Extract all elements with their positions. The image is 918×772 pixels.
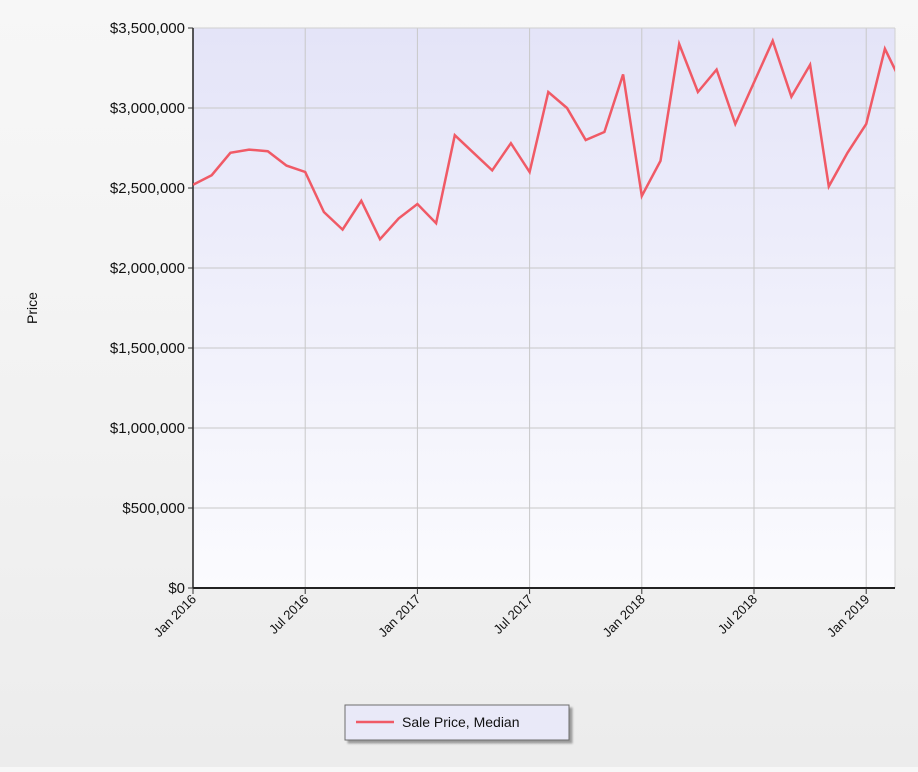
- axes: [192, 27, 896, 589]
- y-tick-label: $500,000: [122, 500, 185, 517]
- legend-label: Sale Price, Median: [402, 714, 520, 730]
- y-tick-label: $2,500,000: [110, 180, 185, 197]
- legend: Sale Price, Median: [344, 704, 570, 741]
- x-tick-label: Jan 2018: [599, 592, 647, 640]
- y-tick-label: $3,500,000: [110, 20, 185, 37]
- y-tick-label: $1,500,000: [110, 340, 185, 357]
- plot-area: [193, 28, 895, 588]
- y-axis-title: Price: [24, 292, 40, 324]
- x-tick-label: Jul 2017: [490, 592, 535, 637]
- series-line-0: [193, 37, 895, 242]
- x-axis-ticks: Jan 2016 Jul 2016 Jan 2017 Jul 2017 Jan 2018…: [151, 588, 872, 640]
- series-lines: [193, 37, 895, 242]
- x-tick-label: Jan 2016: [151, 592, 199, 640]
- y-tick-label: $1,000,000: [110, 420, 185, 437]
- y-axis-ticks: $0 $500,000 $1,000,000 $1,500,000 $2,000,000…: [110, 20, 193, 597]
- x-tick-label: Jul 2018: [715, 592, 760, 637]
- x-tick-label: Jul 2016: [266, 592, 311, 637]
- y-tick-label: $0: [168, 580, 185, 597]
- y-tick-label: $2,000,000: [110, 260, 185, 277]
- x-tick-label: Jan 2019: [824, 592, 872, 640]
- y-tick-label: $3,000,000: [110, 100, 185, 117]
- grid-lines: [193, 27, 895, 588]
- x-tick-label: Jan 2017: [375, 592, 423, 640]
